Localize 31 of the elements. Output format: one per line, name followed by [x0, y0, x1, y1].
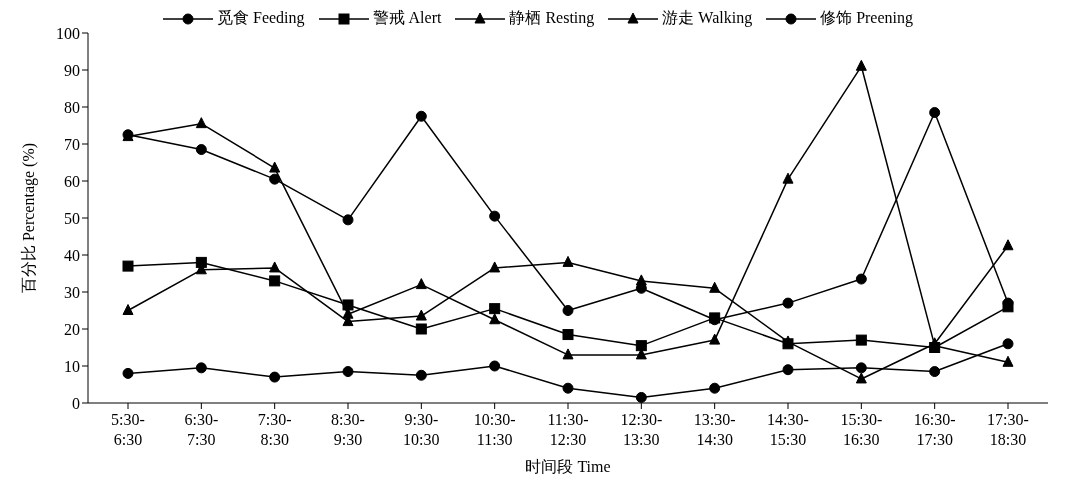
legend-label: 警戒 Alert	[372, 8, 442, 28]
x-tick-label: 15:30-16:30	[840, 411, 883, 448]
y-axis-title: 百分比 Percentage (%)	[19, 142, 38, 294]
y-tick-label: 0	[72, 394, 80, 412]
y-tick-label: 30	[64, 283, 80, 301]
legend-label: 觅食 Feeding	[217, 8, 305, 29]
x-tick-label: 12:30-13:30	[620, 411, 663, 448]
y-tick-label: 20	[64, 320, 80, 338]
legend-label: 修饰 Preening	[820, 8, 913, 29]
x-tick-label: 6:30-7:30	[184, 411, 219, 448]
y-tick-label: 10	[64, 357, 80, 375]
y-tick-label: 50	[64, 209, 80, 227]
x-tick-label: 17:30-18:30	[987, 411, 1029, 448]
x-tick-label: 14:30-15:30	[767, 411, 809, 448]
x-axis-title: 时间段 Time	[525, 458, 611, 476]
x-tick-label: 11:30-12:30	[547, 411, 589, 448]
x-tick-label: 7:30-8:30	[257, 411, 292, 448]
x-tick-label: 10:30-11:30	[473, 411, 516, 448]
x-tick-label: 8:30-9:30	[331, 411, 365, 448]
y-tick-label: 70	[64, 135, 80, 153]
legend-label: 静栖 Resting	[509, 8, 595, 29]
y-tick-label: 80	[64, 98, 80, 116]
y-tick-label: 100	[56, 24, 80, 42]
x-tick-label: 16:30-17:30	[913, 411, 956, 448]
y-tick-label: 40	[64, 246, 80, 264]
y-tick-label: 90	[64, 61, 80, 79]
x-tick-label: 13:30-14:30	[693, 411, 736, 448]
y-tick-label: 60	[64, 172, 80, 190]
x-tick-label: 9:30-10:30	[403, 411, 440, 448]
x-tick-label: 5:30-6:30	[111, 411, 145, 448]
legend-label: 游走 Walking	[662, 8, 753, 29]
